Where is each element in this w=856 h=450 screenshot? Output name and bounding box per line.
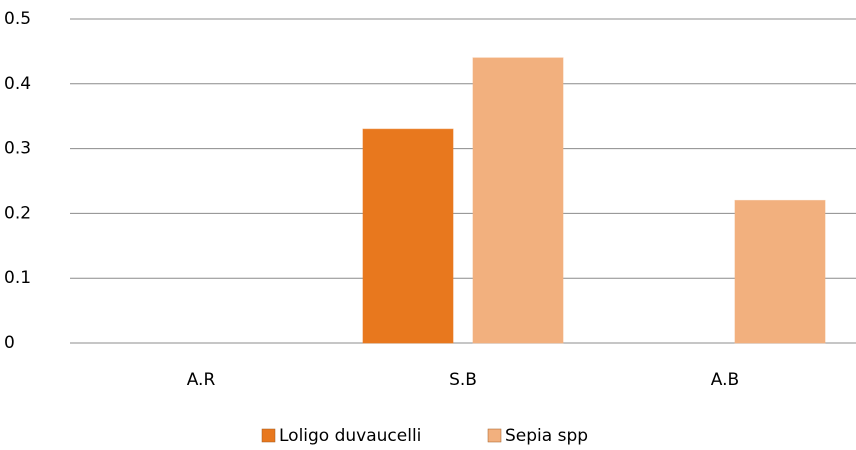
legend-label: Sepia spp <box>505 426 588 446</box>
y-tick-label: 0 <box>4 333 15 353</box>
bar <box>734 199 826 344</box>
y-tick-label: 0.3 <box>4 139 31 159</box>
y-tick-label: 0.2 <box>4 203 31 223</box>
legend-swatch <box>261 428 276 443</box>
x-tick-label: S.B <box>449 370 477 390</box>
legend-swatch <box>487 428 502 443</box>
y-tick-label: 0.4 <box>4 74 31 94</box>
x-tick-label: A.R <box>187 370 216 390</box>
bar <box>362 128 454 344</box>
y-tick-label: 0.1 <box>4 268 31 288</box>
bar <box>472 57 564 344</box>
y-tick-label: 0.5 <box>4 9 31 29</box>
x-tick-label: A.B <box>711 370 739 390</box>
legend-label: Loligo duvaucelli <box>279 426 421 446</box>
